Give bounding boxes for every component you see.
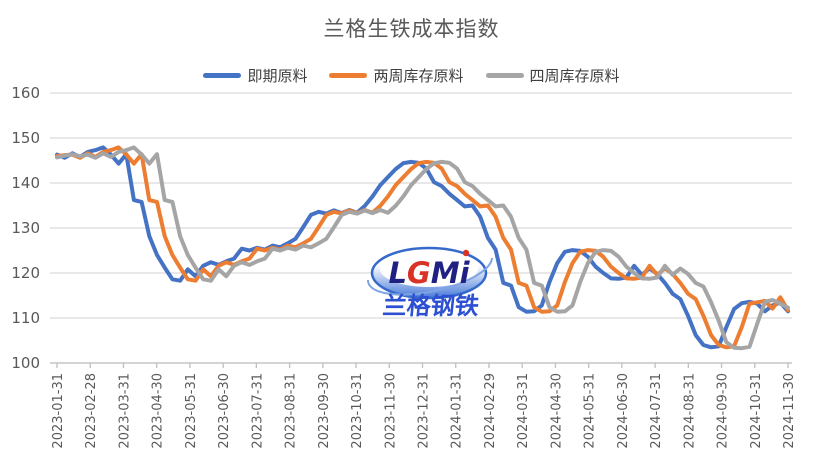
series-line-四周库存原料 bbox=[55, 145, 790, 351]
y-axis-tick-label: 100 bbox=[11, 354, 40, 372]
x-axis-tick-label: 2024-11-30 bbox=[782, 373, 797, 449]
x-axis-tick-label: 2024-08-31 bbox=[682, 373, 697, 449]
x-axis-tick-label: 2023-12-31 bbox=[417, 373, 432, 449]
x-axis-tick-label: 2023-04-30 bbox=[151, 373, 166, 449]
logo-swoosh bbox=[366, 257, 493, 296]
x-axis-tick-label: 2024-05-31 bbox=[583, 373, 598, 449]
x-axis-tick-label: 2024-09-30 bbox=[716, 373, 731, 449]
legend-label: 两周库存原料 bbox=[373, 67, 464, 85]
legend-swatch-blue bbox=[203, 73, 242, 78]
x-axis-tick-label: 2023-11-30 bbox=[383, 373, 398, 449]
chart-title: 兰格生铁成本指数 bbox=[323, 17, 500, 41]
x-axis-tick-label: 2023-03-31 bbox=[117, 373, 132, 449]
x-axis-tick-label: 2024-04-30 bbox=[549, 373, 564, 449]
y-axis-tick-label: 120 bbox=[11, 264, 40, 282]
x-axis-tick-label: 2024-03-31 bbox=[516, 373, 531, 449]
legend-item-spot-raw-material: 即期原料 bbox=[203, 65, 307, 86]
series-line-即期原料 bbox=[55, 145, 790, 350]
x-axis-tick-label: 2023-05-31 bbox=[184, 373, 199, 449]
legend-swatch-gray bbox=[485, 73, 524, 78]
x-axis-tick-label: 2023-07-31 bbox=[250, 373, 265, 449]
y-axis-tick-label: 110 bbox=[11, 309, 40, 327]
logo-text: LGMi bbox=[388, 256, 470, 290]
x-axis-tick-label: 2023-10-31 bbox=[350, 373, 365, 449]
legend-swatch-orange bbox=[329, 73, 368, 78]
legend: 即期原料 两周库存原料 四周库存原料 bbox=[0, 65, 823, 86]
y-axis-tick-label: 160 bbox=[11, 84, 40, 102]
x-axis-tick-label: 2023-09-30 bbox=[317, 373, 332, 449]
legend-label: 即期原料 bbox=[247, 67, 308, 85]
logo-i-dot bbox=[462, 249, 470, 257]
x-axis-tick-label: 2024-10-31 bbox=[749, 373, 764, 449]
x-axis-tick-label: 2023-06-30 bbox=[217, 373, 232, 449]
lgmi-watermark-logo: LGMi 兰格钢铁 bbox=[366, 246, 493, 320]
y-axis-tick-label: 150 bbox=[11, 129, 40, 147]
x-axis-tick-label: 2023-01-31 bbox=[51, 373, 66, 449]
x-axis-tick-label: 2024-01-31 bbox=[450, 373, 465, 449]
x-axis-tick-label: 2023-08-31 bbox=[284, 373, 299, 449]
legend-label: 四周库存原料 bbox=[529, 67, 620, 85]
logo-subtext: 兰格钢铁 bbox=[381, 292, 480, 320]
legend-item-two-week-inventory: 两周库存原料 bbox=[329, 65, 464, 86]
legend-item-four-week-inventory: 四周库存原料 bbox=[485, 65, 620, 86]
y-axis-tick-label: 140 bbox=[11, 174, 40, 192]
x-axis-tick-label: 2024-02-29 bbox=[483, 373, 498, 449]
axes bbox=[50, 362, 792, 368]
series-lines bbox=[55, 145, 790, 351]
logo-inner-ellipse bbox=[380, 251, 478, 287]
x-axis-tick-label: 2024-07-31 bbox=[649, 373, 664, 449]
x-axis-tick-label: 2023-02-28 bbox=[84, 373, 99, 449]
axis-labels: 100 110 120 130 140 150 160 2023-01-31 2023-02-2… bbox=[11, 84, 797, 449]
y-axis-tick-label: 130 bbox=[11, 219, 40, 237]
x-axis-tick-label: 2024-06-30 bbox=[616, 373, 631, 449]
